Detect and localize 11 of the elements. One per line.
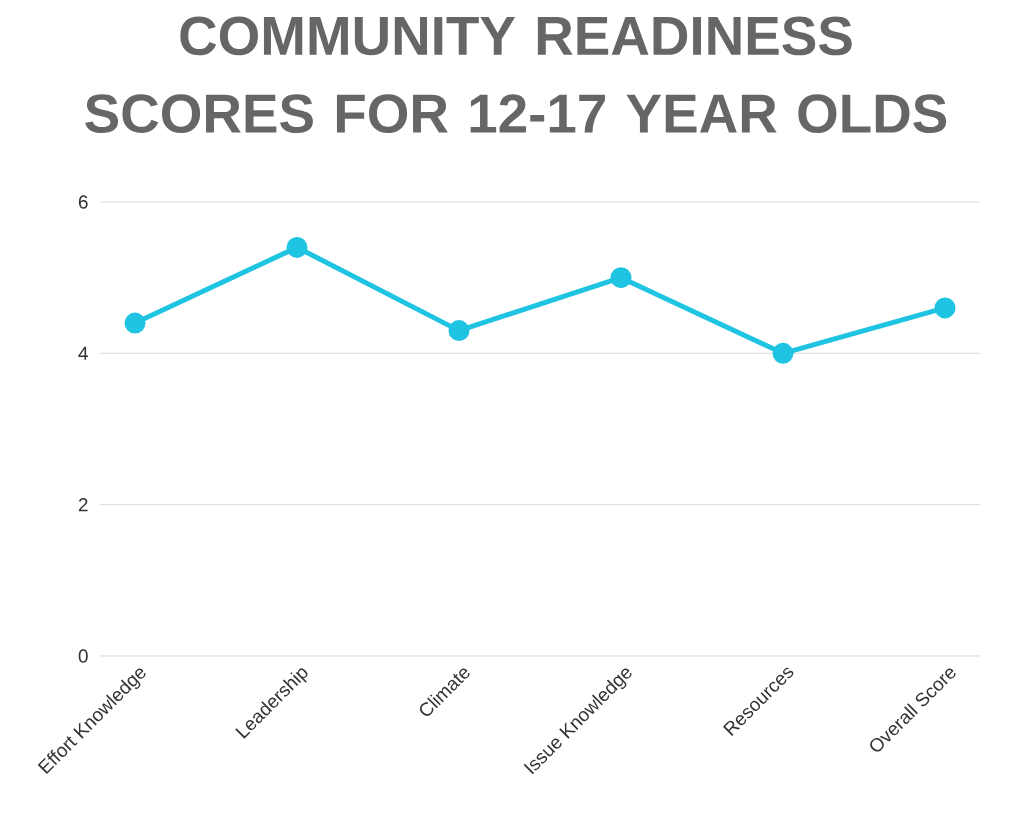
point xyxy=(448,320,470,342)
chart-title: COMMUNITY READINESS SCORES FOR 12-17 YEAR OLDS xyxy=(85,16,947,134)
point xyxy=(772,342,794,364)
point xyxy=(610,267,632,289)
y-tick-label: 6 xyxy=(78,195,88,209)
y-tick-label: 4 xyxy=(78,346,88,360)
y-tick-label: 0 xyxy=(78,649,88,663)
point xyxy=(286,236,308,258)
y-tick-label: 2 xyxy=(78,498,88,512)
point xyxy=(934,297,956,319)
point xyxy=(124,312,146,334)
